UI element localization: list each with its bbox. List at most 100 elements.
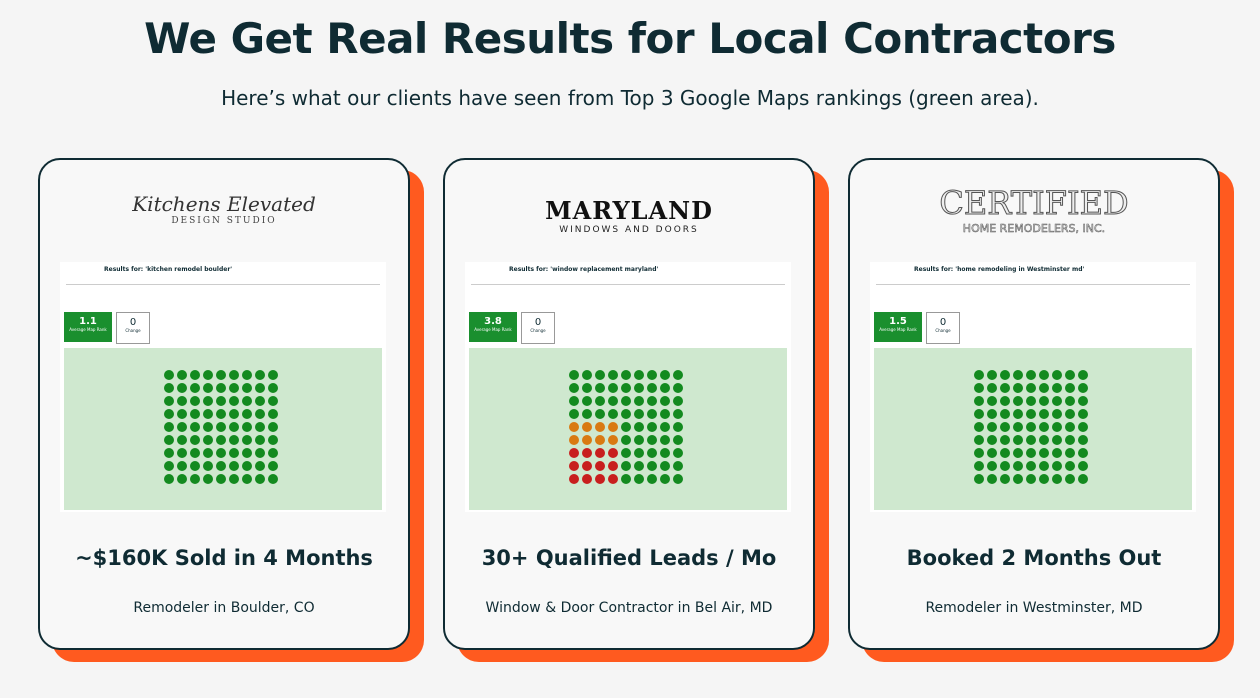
rank-dot: [974, 435, 984, 445]
rank-dot: [1078, 396, 1088, 406]
rank-dot: [190, 422, 200, 432]
rank-dot: [647, 422, 657, 432]
rank-dot: [190, 461, 200, 471]
map: [469, 348, 787, 510]
rank-dot: [582, 448, 592, 458]
rank-dot: [621, 448, 631, 458]
rank-dot: [673, 370, 683, 380]
rank-dot: [229, 435, 239, 445]
rank-dot: [595, 370, 605, 380]
rank-dot: [608, 435, 618, 445]
rank-dot: [1065, 448, 1075, 458]
rank-dot: [1026, 448, 1036, 458]
rank-dot: [1013, 422, 1023, 432]
map: [64, 348, 382, 510]
rank-dot: [1065, 383, 1075, 393]
headline: Booked 2 Months Out: [906, 546, 1162, 570]
rank-dot: [203, 370, 213, 380]
location: Window & Door Contractor in Bel Air, MD: [485, 600, 773, 616]
change: 0 Change: [116, 312, 150, 344]
rank-dot: [1039, 474, 1049, 484]
rank-dot: [660, 396, 670, 406]
rank-dot: [974, 448, 984, 458]
rank-dot: [1026, 435, 1036, 445]
rank-dot: [177, 422, 187, 432]
rank-dot: [268, 396, 278, 406]
rank-dot: [673, 474, 683, 484]
rank-dot: [1026, 409, 1036, 419]
rank-dot: [255, 409, 265, 419]
rank-dot: [608, 461, 618, 471]
rank-dot: [268, 422, 278, 432]
rank-dot: [673, 435, 683, 445]
rank-dot: [255, 448, 265, 458]
rank-dot: [569, 422, 579, 432]
rank-dot: [608, 370, 618, 380]
rank-dot: [582, 422, 592, 432]
rank-dot: [216, 461, 226, 471]
rank-dot: [1000, 435, 1010, 445]
rank-dot: [242, 409, 252, 419]
rank-dot: [164, 396, 174, 406]
rank-dot: [1000, 370, 1010, 380]
rank-dot: [1013, 396, 1023, 406]
rank-dot: [1039, 422, 1049, 432]
rank-dot: [242, 383, 252, 393]
rank-dot: [268, 409, 278, 419]
rank-dot: [177, 474, 187, 484]
rank-dot: [177, 409, 187, 419]
rank-dot: [595, 448, 605, 458]
rank-dot: [203, 383, 213, 393]
rank-dot: [1039, 461, 1049, 471]
rank-dot: [164, 461, 174, 471]
rank-dot: [647, 409, 657, 419]
rank-dot: [1078, 461, 1088, 471]
rank-dot: [582, 474, 592, 484]
rank-dot: [1039, 383, 1049, 393]
rank-dot: [987, 370, 997, 380]
rank-dot: [164, 448, 174, 458]
logo-line: DESIGN STUDIO: [171, 216, 277, 226]
rank-label: Average Map Rank: [69, 327, 107, 332]
rank-dot: [1065, 422, 1075, 432]
rank-dot: [268, 474, 278, 484]
rank-dot: [621, 474, 631, 484]
rank-dot: [255, 370, 265, 380]
rank-dot: [1065, 435, 1075, 445]
rank-dot: [242, 370, 252, 380]
rank-dot: [569, 383, 579, 393]
subtitle: Here’s what our clients have seen from T…: [221, 86, 1039, 110]
rank-dot: [621, 383, 631, 393]
rank-dot: [190, 370, 200, 380]
rank-dot: [987, 474, 997, 484]
rank-dot: [595, 461, 605, 471]
rank-dot: [987, 396, 997, 406]
rank-dot: [203, 435, 213, 445]
rank-dot: [216, 396, 226, 406]
rank-dot: [229, 370, 239, 380]
change-label: Change: [125, 328, 141, 333]
rank-dot: [203, 461, 213, 471]
rank-dot: [1065, 370, 1075, 380]
rank-dot: [203, 448, 213, 458]
rank-dot: [1013, 409, 1023, 419]
rank-dot: [164, 409, 174, 419]
rank-dot: [647, 435, 657, 445]
search-query: Results for: 'window replacement marylan…: [509, 266, 659, 273]
rank-dot: [974, 461, 984, 471]
rank-dot: [673, 422, 683, 432]
rank-dot: [634, 474, 644, 484]
rank-dot: [608, 448, 618, 458]
rank-dot: [255, 396, 265, 406]
rank-dot: [216, 422, 226, 432]
rank-label: Average Map Rank: [879, 327, 917, 332]
rank-dot: [203, 474, 213, 484]
rank-dot: [634, 396, 644, 406]
rank-dot: [177, 448, 187, 458]
logo: Kitchens Elevated DESIGN STUDIO: [40, 180, 408, 226]
change-value: 0: [939, 317, 947, 328]
rank-dot: [190, 448, 200, 458]
rank-dot: [242, 396, 252, 406]
screenshot: Results for: 'window replacement marylan…: [465, 262, 791, 512]
rank-dot: [608, 422, 618, 432]
